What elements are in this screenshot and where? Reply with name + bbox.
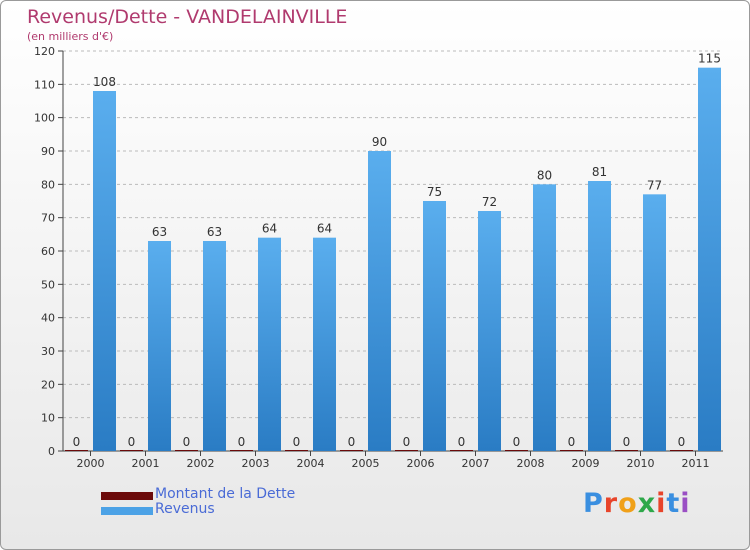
revenue-value-label: 63 (207, 225, 222, 239)
revenue-value-label: 80 (537, 168, 552, 182)
debt-value-label: 0 (73, 435, 81, 449)
grid-lines (63, 50, 723, 452)
revenue-bar (368, 151, 391, 451)
chart-subtitle: (en milliers d'€) (27, 30, 114, 43)
debt-value-label: 0 (403, 435, 411, 449)
debt-bar (670, 450, 693, 451)
debt-bar (120, 450, 143, 451)
debt-bar (340, 450, 363, 451)
debt-value-label: 0 (348, 435, 356, 449)
x-tick-label: 2009 (572, 457, 600, 470)
x-tick-label: 2008 (517, 457, 545, 470)
legend-label-debt: Montant de la Dette (155, 486, 296, 502)
y-tick-label: 70 (41, 212, 55, 225)
x-tick-label: 2001 (132, 457, 160, 470)
y-tick-label: 50 (41, 278, 55, 291)
revenue-bar (203, 241, 226, 451)
debt-value-label: 0 (293, 435, 301, 449)
revenue-bar (643, 194, 666, 452)
logo-letter: i (680, 488, 691, 519)
data-labels: 0 108 0 63 0 63 0 64 0 64 0 90 0 75 0 72 0 80 0 81 0 77 0 115 (73, 52, 721, 449)
x-tick-label: 2007 (462, 457, 490, 470)
revenue-value-label: 77 (647, 178, 662, 192)
x-tick-label: 2005 (352, 457, 380, 470)
y-tick-label: 120 (34, 45, 55, 58)
axes: 0 10 20 30 40 50 60 70 80 90 100 110 120 2000 2001 2002… (34, 45, 723, 470)
logo-letter: x (637, 488, 657, 519)
x-tick-label: 2003 (242, 457, 270, 470)
debt-value-label: 0 (623, 435, 631, 449)
debt-value-label: 0 (678, 435, 686, 449)
logo-letter: r (603, 488, 619, 519)
x-tick-label: 2002 (187, 457, 215, 470)
logo-letter: i (656, 488, 667, 519)
y-tick-label: 90 (41, 145, 55, 158)
debt-bar (65, 450, 88, 451)
y-tick-label: 100 (34, 112, 55, 125)
revenue-value-label: 63 (152, 225, 167, 239)
x-tick-label: 2011 (682, 457, 710, 470)
y-tick-label: 110 (34, 78, 55, 91)
revenue-value-label: 90 (372, 135, 387, 149)
debt-value-label: 0 (513, 435, 521, 449)
y-tick-label: 30 (41, 345, 55, 358)
x-tick-label: 2004 (297, 457, 325, 470)
debt-bar (285, 450, 308, 451)
revenue-bar (423, 201, 446, 451)
x-tick-label: 2010 (627, 457, 655, 470)
logo-letter: P (583, 488, 604, 519)
y-tick-label: 10 (41, 412, 55, 425)
chart-title: Revenus/Dette - VANDELAINVILLE (27, 6, 348, 28)
debt-bar (505, 450, 528, 451)
revenue-bar (148, 241, 171, 451)
debt-bar (615, 450, 638, 451)
revenue-bar (478, 211, 501, 451)
debt-bar (395, 450, 418, 451)
proxiti-logo: Proxiti (583, 488, 691, 519)
debt-bar (230, 450, 253, 451)
legend-swatch-revenue (101, 507, 153, 515)
revenue-bar (698, 67, 721, 452)
revenue-bar (93, 91, 116, 451)
revenue-value-label: 81 (592, 165, 607, 179)
x-tick-label: 2000 (77, 457, 105, 470)
revenue-bar (533, 184, 556, 452)
debt-value-label: 0 (183, 435, 191, 449)
debt-bar (175, 450, 198, 451)
debt-bar (450, 450, 473, 451)
debt-value-label: 0 (568, 435, 576, 449)
revenue-value-label: 115 (698, 52, 721, 66)
logo-letter: o (618, 488, 638, 519)
debt-value-label: 0 (458, 435, 466, 449)
debt-value-label: 0 (128, 435, 136, 449)
y-tick-label: 0 (48, 445, 55, 458)
debt-bar (560, 450, 583, 451)
revenue-bar (588, 181, 611, 451)
legend-label-revenue: Revenus (155, 501, 215, 517)
revenue-bar (258, 237, 281, 451)
x-tick-label: 2006 (407, 457, 435, 470)
y-tick-label: 80 (41, 178, 55, 191)
revenue-value-label: 75 (427, 185, 442, 199)
bars (65, 67, 721, 452)
y-tick-label: 20 (41, 378, 55, 391)
debt-value-label: 0 (238, 435, 246, 449)
logo-letter: t (666, 488, 681, 519)
y-tick-label: 60 (41, 245, 55, 258)
y-tick-label: 40 (41, 312, 55, 325)
revenue-value-label: 72 (482, 195, 497, 209)
revenue-bar (313, 237, 336, 451)
revenue-value-label: 108 (93, 75, 116, 89)
legend-swatch-debt (101, 492, 153, 500)
revenue-value-label: 64 (317, 222, 332, 236)
revenue-value-label: 64 (262, 222, 277, 236)
